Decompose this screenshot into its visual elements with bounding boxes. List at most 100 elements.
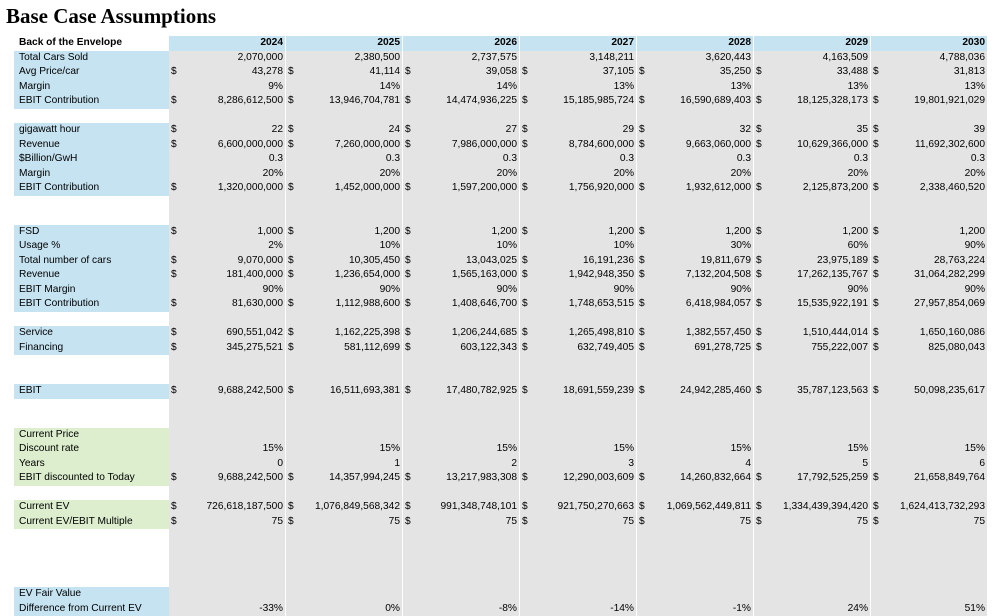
- value-cell[interactable]: $35,250: [637, 65, 754, 80]
- value-cell[interactable]: 10%: [403, 239, 520, 254]
- value-cell[interactable]: 13%: [754, 80, 871, 95]
- value-cell[interactable]: $17,792,525,259: [754, 471, 871, 486]
- value-cell[interactable]: [754, 312, 871, 327]
- row-label[interactable]: Total Cars Sold: [14, 51, 169, 66]
- row-label[interactable]: EBIT Contribution: [14, 94, 169, 109]
- row-label[interactable]: [14, 413, 169, 428]
- value-cell[interactable]: [637, 399, 754, 414]
- value-cell[interactable]: 3,620,443: [637, 51, 754, 66]
- row-label[interactable]: Revenue: [14, 138, 169, 153]
- value-cell[interactable]: [637, 529, 754, 544]
- value-cell[interactable]: [637, 413, 754, 428]
- value-cell[interactable]: $7,986,000,000: [403, 138, 520, 153]
- value-cell[interactable]: 90%: [520, 283, 637, 298]
- value-cell[interactable]: 20%: [169, 167, 286, 182]
- value-cell[interactable]: $14,474,936,225: [403, 94, 520, 109]
- value-cell[interactable]: $603,122,343: [403, 341, 520, 356]
- value-cell[interactable]: 0.3: [403, 152, 520, 167]
- value-cell[interactable]: [286, 428, 403, 443]
- value-cell[interactable]: $22: [169, 123, 286, 138]
- value-cell[interactable]: [754, 109, 871, 124]
- value-cell[interactable]: [169, 210, 286, 225]
- row-label[interactable]: Difference from Current EV: [14, 602, 169, 616]
- value-cell[interactable]: 20%: [754, 167, 871, 182]
- value-cell[interactable]: $1,510,444,014: [754, 326, 871, 341]
- value-cell[interactable]: 0.3: [754, 152, 871, 167]
- value-cell[interactable]: [403, 355, 520, 370]
- value-cell[interactable]: $1,382,557,450: [637, 326, 754, 341]
- value-cell[interactable]: [286, 399, 403, 414]
- value-cell[interactable]: $16,590,689,403: [637, 94, 754, 109]
- value-cell[interactable]: 3,148,211: [520, 51, 637, 66]
- value-cell[interactable]: $9,070,000: [169, 254, 286, 269]
- value-cell[interactable]: 4: [637, 457, 754, 472]
- value-cell[interactable]: $2,338,460,520: [871, 181, 988, 196]
- row-label[interactable]: Total number of cars: [14, 254, 169, 269]
- value-cell[interactable]: [520, 428, 637, 443]
- value-cell[interactable]: $6,600,000,000: [169, 138, 286, 153]
- value-cell[interactable]: $1,597,200,000: [403, 181, 520, 196]
- value-cell[interactable]: [286, 210, 403, 225]
- row-label[interactable]: Current EV/EBIT Multiple: [14, 515, 169, 530]
- value-cell[interactable]: $10,305,450: [286, 254, 403, 269]
- row-label[interactable]: Current EV: [14, 500, 169, 515]
- header-label[interactable]: Back of the Envelope: [14, 36, 169, 51]
- value-cell[interactable]: [754, 587, 871, 602]
- row-label[interactable]: [14, 196, 169, 211]
- value-cell[interactable]: [169, 587, 286, 602]
- value-cell[interactable]: 0: [169, 457, 286, 472]
- value-cell[interactable]: [403, 413, 520, 428]
- value-cell[interactable]: $24: [286, 123, 403, 138]
- value-cell[interactable]: [286, 312, 403, 327]
- value-cell[interactable]: 5: [754, 457, 871, 472]
- value-cell[interactable]: [403, 210, 520, 225]
- value-cell[interactable]: [637, 370, 754, 385]
- value-cell[interactable]: $75: [520, 515, 637, 530]
- value-cell[interactable]: [520, 355, 637, 370]
- value-cell[interactable]: $19,801,921,029: [871, 94, 988, 109]
- row-label[interactable]: [14, 210, 169, 225]
- value-cell[interactable]: [520, 399, 637, 414]
- value-cell[interactable]: $13,043,025: [403, 254, 520, 269]
- value-cell[interactable]: 2%: [169, 239, 286, 254]
- value-cell[interactable]: 4,788,036: [871, 51, 988, 66]
- value-cell[interactable]: $33,488: [754, 65, 871, 80]
- value-cell[interactable]: [169, 312, 286, 327]
- value-cell[interactable]: [286, 370, 403, 385]
- value-cell[interactable]: $1,206,244,685: [403, 326, 520, 341]
- value-cell[interactable]: $43,278: [169, 65, 286, 80]
- row-label[interactable]: [14, 544, 169, 559]
- value-cell[interactable]: [286, 355, 403, 370]
- value-cell[interactable]: [286, 587, 403, 602]
- value-cell[interactable]: [754, 573, 871, 588]
- value-cell[interactable]: [754, 486, 871, 501]
- value-cell[interactable]: 90%: [637, 283, 754, 298]
- value-cell[interactable]: 2,070,000: [169, 51, 286, 66]
- value-cell[interactable]: [169, 109, 286, 124]
- value-cell[interactable]: $15,535,922,191: [754, 297, 871, 312]
- value-cell[interactable]: $1,236,654,000: [286, 268, 403, 283]
- value-cell[interactable]: $27,957,854,069: [871, 297, 988, 312]
- value-cell[interactable]: 30%: [637, 239, 754, 254]
- value-cell[interactable]: $1,265,498,810: [520, 326, 637, 341]
- value-cell[interactable]: 10%: [286, 239, 403, 254]
- value-cell[interactable]: [637, 558, 754, 573]
- value-cell[interactable]: [754, 428, 871, 443]
- value-cell[interactable]: [403, 529, 520, 544]
- value-cell[interactable]: 20%: [871, 167, 988, 182]
- value-cell[interactable]: [871, 370, 988, 385]
- value-cell[interactable]: [520, 486, 637, 501]
- value-cell[interactable]: $75: [637, 515, 754, 530]
- value-cell[interactable]: 90%: [754, 283, 871, 298]
- value-cell[interactable]: [403, 399, 520, 414]
- value-cell[interactable]: 15%: [637, 442, 754, 457]
- value-cell[interactable]: [169, 486, 286, 501]
- value-cell[interactable]: [169, 558, 286, 573]
- value-cell[interactable]: $15,185,985,724: [520, 94, 637, 109]
- row-label[interactable]: Current Price: [14, 428, 169, 443]
- value-cell[interactable]: 15%: [169, 442, 286, 457]
- value-cell[interactable]: [286, 544, 403, 559]
- value-cell[interactable]: [403, 486, 520, 501]
- value-cell[interactable]: $8,784,600,000: [520, 138, 637, 153]
- value-cell[interactable]: $75: [169, 515, 286, 530]
